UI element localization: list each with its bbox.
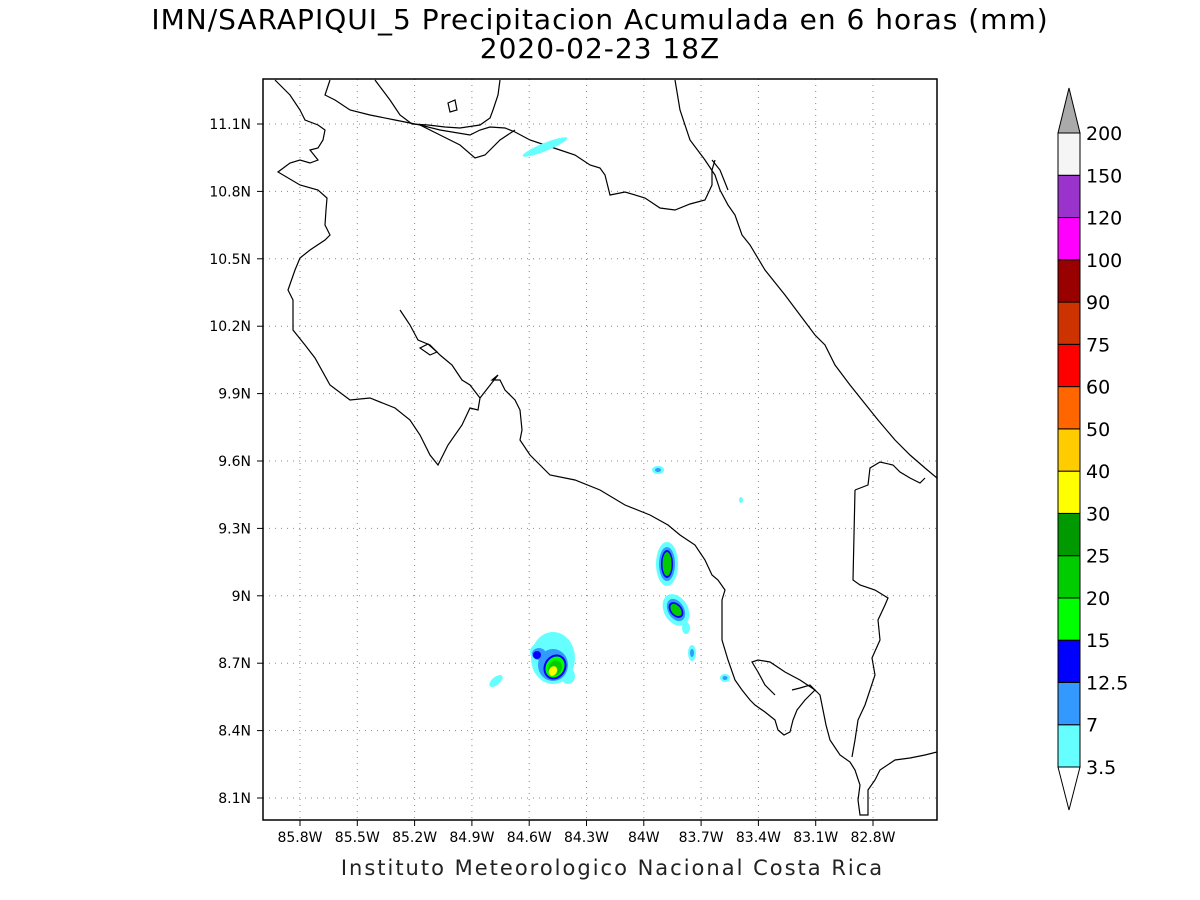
lon-tick-label: 85.8W [277, 830, 322, 846]
colorbar-segment [1057, 301, 1081, 345]
lat-tick-label: 8.7N [218, 656, 251, 672]
precip-cell-east [656, 542, 730, 682]
colorbar-label: 40 [1086, 461, 1110, 483]
colorbar-label: 60 [1086, 377, 1110, 399]
lat-tick-label: 10.5N [209, 252, 251, 268]
colorbar-segment [1057, 681, 1081, 726]
colorbar: 3.5 7 12.5 15 20 25 30 40 50 60 75 90 100 120 150 200 [1057, 87, 1128, 811]
colorbar-label: 50 [1086, 419, 1110, 441]
colorbar-label: 12.5 [1086, 672, 1128, 694]
colorbar-segment [1057, 217, 1081, 261]
coastline [274, 79, 937, 816]
lon-tick-label: 82.8W [850, 830, 895, 846]
precip-cell-small [739, 497, 743, 503]
colorbar-label: 75 [1086, 334, 1110, 356]
colorbar-segment [1057, 639, 1081, 683]
lat-tick-label: 9.6N [218, 454, 251, 470]
colorbar-segment [1057, 174, 1081, 219]
colorbar-lower-arrow [1057, 766, 1081, 811]
lat-tick-label: 9N [232, 589, 251, 605]
lat-tick-label: 10.8N [209, 184, 251, 200]
colorbar-label: 20 [1086, 588, 1110, 610]
lon-tick-label: 85.2W [392, 830, 437, 846]
colorbar-label: 200 [1086, 123, 1122, 145]
lat-tick-label: 8.1N [218, 791, 251, 807]
colorbar-segment [1057, 470, 1081, 514]
colorbar-label: 15 [1086, 630, 1110, 652]
colorbar-label: 100 [1086, 250, 1122, 272]
lon-tick-label: 83.1W [793, 830, 838, 846]
lon-tick-label: 83.4W [736, 830, 781, 846]
precip-cell-north [522, 137, 568, 157]
lon-tick-label: 84.6W [507, 830, 552, 846]
precip-cell-west [489, 632, 575, 687]
credit-text: Instituto Meteorologico Nacional Costa R… [340, 856, 885, 880]
colorbar-segment [1057, 259, 1081, 303]
colorbar-segment [1057, 512, 1081, 557]
colorbar-segment [1057, 597, 1081, 641]
lon-tick-label: 83.7W [679, 830, 724, 846]
colorbar-segment [1057, 555, 1081, 599]
colorbar-segment [1057, 724, 1081, 768]
colorbar-label: 90 [1086, 292, 1110, 314]
lon-tick-label: 85.5W [335, 830, 380, 846]
longitude-axis: 85.8W 85.5W 85.2W 84.9W 84.6W 84.3W 84W 83.7W 83… [277, 820, 896, 846]
lat-tick-label: 9.9N [218, 387, 251, 403]
colorbar-label: 7 [1086, 715, 1098, 737]
colorbar-label: 120 [1086, 208, 1122, 230]
map-grid [263, 79, 937, 820]
precipitation-field [489, 137, 743, 687]
colorbar-label: 150 [1086, 165, 1122, 187]
colorbar-label: 30 [1086, 503, 1110, 525]
map-subtitle: 2020-02-23 18Z [479, 32, 721, 65]
lat-tick-label: 11.1N [209, 117, 251, 133]
colorbar-segment [1057, 428, 1081, 472]
lon-tick-label: 84.9W [449, 830, 494, 846]
colorbar-upper-arrow [1057, 87, 1081, 134]
colorbar-segment [1057, 132, 1081, 176]
lat-tick-label: 8.4N [218, 724, 251, 740]
map-title: IMN/SARAPIQUI_5 Precipitacion Acumulada … [151, 3, 1049, 36]
colorbar-label: 3.5 [1086, 757, 1116, 779]
colorbar-segment [1057, 386, 1081, 430]
colorbar-segment [1057, 343, 1081, 388]
map-frame [262, 78, 938, 821]
lon-tick-label: 84W [628, 830, 660, 846]
colorbar-label: 25 [1086, 546, 1110, 568]
lon-tick-label: 84.3W [564, 830, 609, 846]
lat-tick-label: 10.2N [209, 319, 251, 335]
latitude-axis: 11.1N 10.8N 10.5N 10.2N 9.9N 9.6N 9.3N 9N 8.7N 8.… [209, 117, 263, 807]
lat-tick-label: 9.3N [218, 521, 251, 537]
